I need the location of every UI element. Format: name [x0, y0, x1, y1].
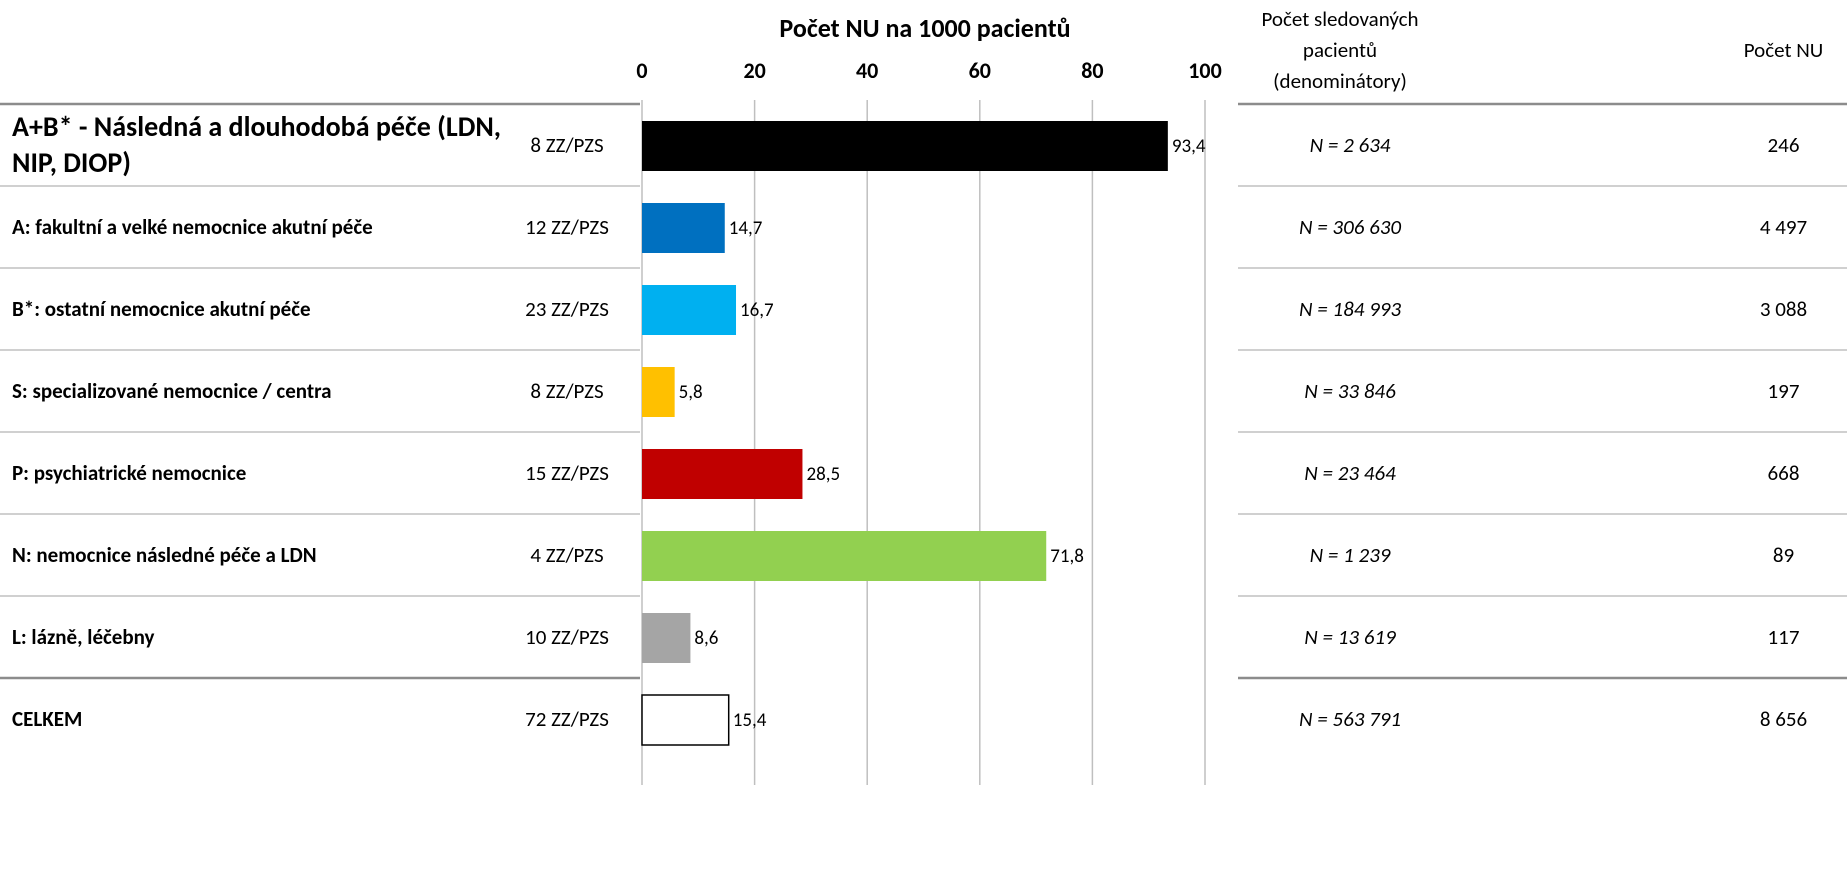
category-label: CELKEM: [12, 706, 83, 732]
bar: [642, 367, 675, 417]
value-label: 16,7: [740, 298, 774, 322]
facility-count: 23 ZZ/PZS: [525, 296, 609, 322]
category-label: A+B* - Následná a dlouhodobá péče (LDN, …: [12, 109, 502, 180]
category-label: B*: ostatní nemocnice akutní péče: [12, 296, 311, 322]
nu-count: 8 656: [1759, 706, 1808, 732]
value-label: 5,8: [678, 380, 703, 404]
nu-count: 3 088: [1759, 296, 1808, 322]
category-label: S: specializované nemocnice / centra: [12, 378, 332, 404]
denominator: N = 1 239: [1309, 542, 1391, 568]
category-label: L: lázně, léčebny: [12, 624, 155, 650]
denominator: N = 184 993: [1298, 296, 1402, 322]
x-tick-label: 40: [856, 56, 879, 84]
bar: [641, 694, 730, 746]
denominator: N = 306 630: [1298, 214, 1402, 240]
category-label: P: psychiatrické nemocnice: [12, 460, 247, 486]
category-label: A: fakultní a velké nemocnice akutní péč…: [12, 214, 373, 240]
bar: [642, 613, 691, 663]
facility-count: 4 ZZ/PZS: [530, 542, 604, 568]
denominator: N = 33 846: [1304, 378, 1396, 404]
nu-count: 89: [1772, 542, 1795, 568]
value-label: 28,5: [806, 462, 841, 486]
value-label: 93,4: [1171, 134, 1206, 158]
bar: [642, 121, 1168, 171]
facility-count: 8 ZZ/PZS: [530, 132, 604, 158]
value-label: 71,8: [1050, 544, 1084, 568]
chart-title: Počet NU na 1000 pacientů: [779, 12, 1071, 44]
nu-count: 117: [1767, 624, 1800, 650]
table-header: Počet sledovaných pacientů (denominátory…: [1261, 5, 1419, 94]
nu-count: 197: [1767, 378, 1800, 404]
facility-count: 8 ZZ/PZS: [530, 378, 604, 404]
facility-count: 10 ZZ/PZS: [525, 624, 609, 650]
denominator: N = 563 791: [1298, 706, 1402, 732]
category-label: N: nemocnice následné péče a LDN: [12, 542, 317, 568]
value-label: 8,6: [694, 626, 719, 650]
bar: [642, 531, 1047, 581]
bar: [642, 203, 725, 253]
facility-count: 15 ZZ/PZS: [525, 460, 609, 486]
denominator: N = 2 634: [1309, 132, 1391, 158]
denominator: N = 13 619: [1304, 624, 1396, 650]
bar: [642, 285, 737, 335]
facility-count: 72 ZZ/PZS: [525, 706, 609, 732]
x-tick-label: 0: [636, 56, 648, 84]
x-tick-label: 100: [1188, 56, 1222, 84]
value-label: 15,4: [732, 708, 767, 732]
x-tick-label: 60: [968, 56, 991, 84]
nu-count: 4 497: [1759, 214, 1808, 240]
value-label: 14,7: [728, 216, 763, 240]
x-tick-label: 80: [1081, 56, 1104, 84]
nu-count: 246: [1767, 132, 1800, 158]
x-tick-label: 20: [743, 56, 766, 84]
nu-count: 668: [1767, 460, 1800, 486]
bar: [642, 449, 803, 499]
denominator: N = 23 464: [1304, 460, 1396, 486]
table-header: Počet NU: [1743, 37, 1824, 63]
facility-count: 12 ZZ/PZS: [525, 214, 609, 240]
